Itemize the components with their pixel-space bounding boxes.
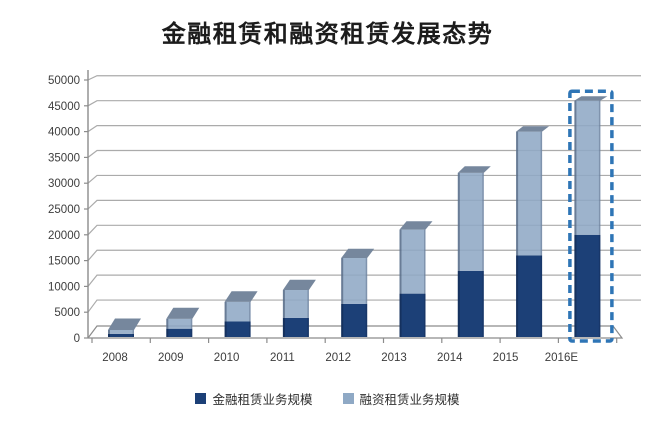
y-axis-tick-label: 50000 — [48, 75, 80, 87]
bar-segment-financial-2013 — [399, 293, 426, 337]
bar-left-shade — [341, 258, 344, 337]
bar-right-shade — [307, 290, 309, 337]
x-axis-tick-label: 2009 — [158, 352, 184, 364]
x-axis-tick-label: 2016E — [545, 352, 579, 364]
legend: 金融租赁业务规模 融资租赁业务规模 — [0, 389, 655, 408]
bar-segment-finance-2008 — [108, 330, 134, 334]
bar-segment-finance-2013 — [399, 229, 426, 294]
bar-left-shade — [282, 290, 285, 337]
bar-segment-finance-2016E — [574, 100, 601, 235]
legend-swatch-dark — [195, 393, 207, 404]
forecast-highlight-outline — [568, 89, 614, 343]
chart-title: 金融租赁和融资租赁发展态势 — [161, 21, 494, 48]
bar-top-cap-2014 — [457, 166, 491, 173]
bar-top-cap-2008 — [108, 318, 141, 331]
bar-left-shade — [399, 229, 402, 337]
y-axis-tick-label: 5000 — [54, 307, 80, 319]
bar-right-shade — [190, 318, 193, 337]
bar-top-cap-2013 — [399, 221, 433, 230]
grid-line — [87, 224, 641, 236]
bar-top-cap-2011 — [282, 279, 316, 291]
grid-line — [87, 149, 641, 158]
bar-right-shade — [598, 100, 601, 337]
legend-swatch-light — [342, 393, 354, 404]
bar-segment-financial-2009 — [166, 328, 193, 337]
x-axis-tick-label: 2014 — [437, 352, 463, 364]
bar-left-shade — [457, 172, 460, 337]
bar-segment-finance-2015 — [516, 131, 543, 256]
bar-left-shade — [166, 318, 169, 337]
bar-segment-financial-2012 — [341, 303, 368, 337]
legend-item-finance-leasing: 融资租赁业务规模 — [342, 389, 460, 408]
bar-segment-finance-2012 — [341, 258, 368, 304]
bar-right-shade — [424, 229, 426, 337]
legend-label: 融资租赁业务规模 — [359, 393, 460, 407]
bar-right-shade — [132, 330, 134, 337]
bar-left-shade — [108, 330, 110, 337]
y-axis-tick-label: 45000 — [48, 101, 80, 113]
x-axis-tick-label: 2010 — [214, 352, 240, 364]
bar-segment-financial-2016E — [574, 234, 601, 337]
x-axis-tick-label: 2013 — [381, 352, 407, 364]
y-axis-tick-label: 25000 — [48, 204, 80, 216]
bar-segment-financial-2010 — [224, 321, 251, 337]
bar-segment-financial-2008 — [108, 333, 134, 337]
y-axis-tick-label: 0 — [74, 333, 80, 345]
bar-segment-financial-2014 — [457, 270, 484, 337]
bar-right-shade — [365, 258, 368, 337]
x-axis-tick-label: 2012 — [325, 352, 351, 364]
legend-item-financial-leasing: 金融租赁业务规模 — [195, 389, 313, 408]
bar-top-cap-2015 — [516, 126, 550, 132]
bar-left-shade — [574, 100, 577, 337]
grid-line — [87, 199, 641, 210]
bar-segment-finance-2011 — [282, 290, 309, 318]
bar-segment-financial-2015 — [516, 255, 543, 337]
bar-top-cap-2010 — [224, 291, 258, 302]
stacked-bar-chart: 0 5000 10000 15000 20000 25000 30000 35000 40000… — [48, 70, 641, 364]
bar-left-shade — [224, 301, 227, 337]
bar-right-shade — [249, 301, 251, 337]
bar-right-shade — [540, 131, 543, 337]
bar-top-cap-2016E — [574, 96, 608, 101]
x-axis-tick-label: 2008 — [102, 352, 128, 364]
x-axis-tick-label: 2015 — [493, 352, 519, 364]
legend-label: 金融租赁业务规模 — [212, 393, 313, 407]
bar-segment-finance-2009 — [166, 318, 193, 329]
bar-segment-finance-2010 — [224, 301, 251, 322]
bar-segment-financial-2011 — [282, 317, 309, 337]
bar-top-cap-2012 — [341, 248, 375, 259]
grid-line — [87, 125, 641, 133]
y-axis-tick-label: 35000 — [48, 152, 80, 164]
y-axis-tick-label: 15000 — [48, 256, 80, 268]
grid-line — [87, 75, 641, 81]
grid-line — [87, 100, 641, 107]
y-axis-tick-label: 40000 — [48, 127, 80, 139]
bar-left-shade — [516, 131, 519, 337]
bar-top-cap-2009 — [166, 307, 200, 319]
x-axis-tick-label: 2011 — [270, 352, 295, 364]
y-axis-tick-label: 20000 — [48, 230, 80, 242]
y-axis-tick-label: 10000 — [48, 281, 80, 293]
bar-segment-finance-2014 — [457, 172, 484, 271]
grid-line — [87, 174, 641, 184]
bar-right-shade — [482, 172, 484, 337]
y-axis-tick-label: 30000 — [48, 178, 80, 190]
